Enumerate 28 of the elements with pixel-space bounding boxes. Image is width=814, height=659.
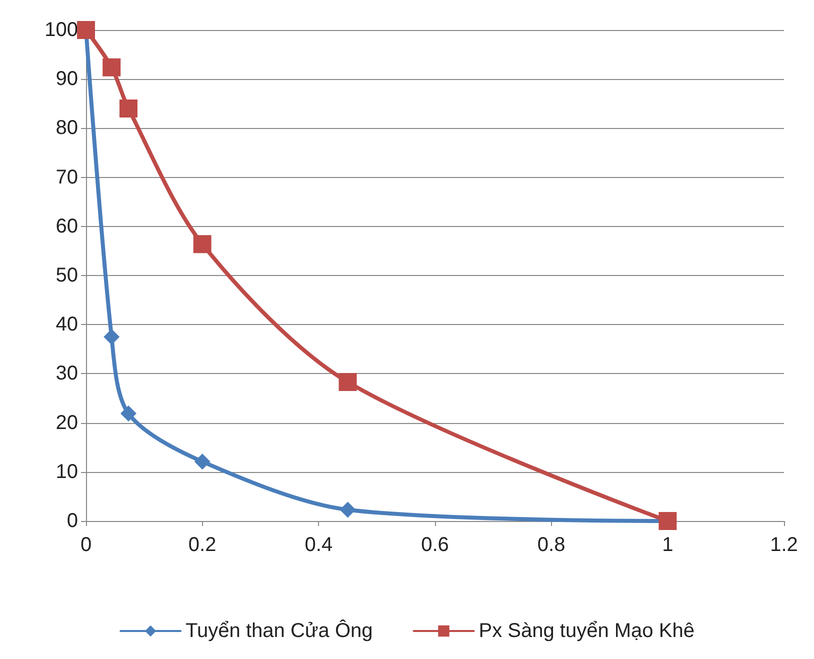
x-tick-label: 1 bbox=[662, 534, 674, 556]
legend-label: Px Sàng tuyển Mạo Khê bbox=[478, 620, 694, 642]
x-tick-label: 1.2 bbox=[770, 534, 798, 556]
x-tick-label: 0.4 bbox=[304, 534, 333, 556]
x-tick-label: 0.8 bbox=[537, 534, 566, 556]
y-tick-label: 90 bbox=[56, 68, 78, 90]
x-tick-label: 0.2 bbox=[188, 534, 216, 556]
point bbox=[120, 405, 136, 422]
x-tick-label: 0.6 bbox=[421, 534, 449, 556]
point bbox=[338, 373, 357, 392]
y-tick-label: 30 bbox=[56, 362, 78, 385]
y-tick-label: 10 bbox=[56, 460, 78, 483]
y-tick-label: 50 bbox=[56, 264, 78, 286]
legend-label: Tuyển than Cửa Ông bbox=[186, 619, 373, 642]
point bbox=[194, 454, 210, 470]
point bbox=[340, 502, 356, 518]
point bbox=[119, 100, 138, 118]
point bbox=[102, 58, 121, 76]
y-tick-label: 70 bbox=[56, 166, 78, 188]
y-tick-label: 80 bbox=[56, 117, 78, 140]
y-tick-label: 100 bbox=[44, 19, 78, 41]
point bbox=[104, 328, 120, 345]
point bbox=[193, 235, 212, 254]
y-tick-label: 40 bbox=[56, 314, 78, 336]
y-tick-label: 20 bbox=[56, 412, 78, 434]
y-tick-label: 60 bbox=[56, 215, 78, 238]
x-tick-label: 0 bbox=[80, 534, 92, 556]
y-tick-label: 0 bbox=[66, 510, 78, 532]
